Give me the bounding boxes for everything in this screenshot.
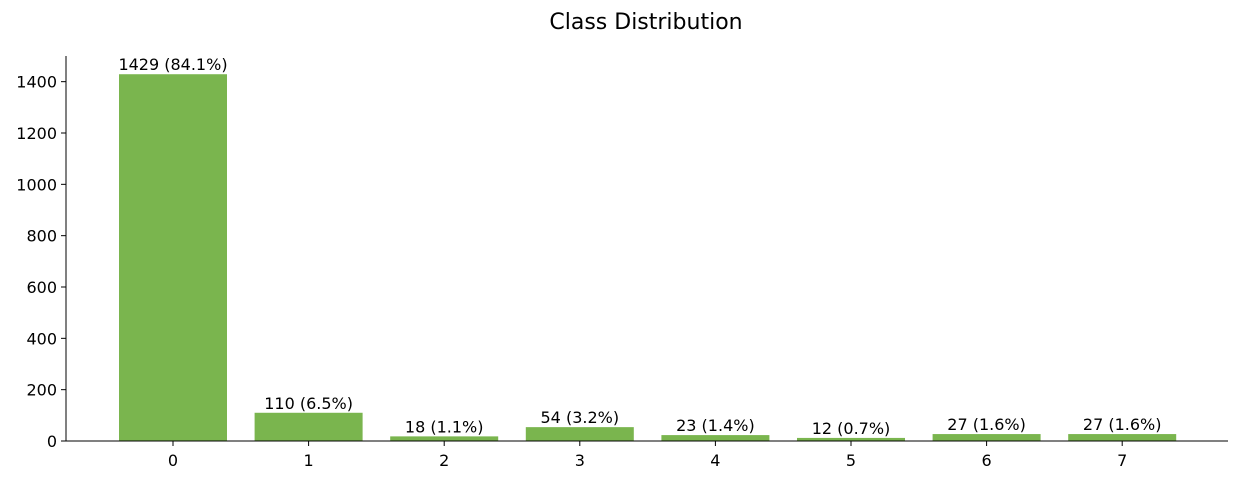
y-axis-ticks: 0 200 400 600 800 1000 1200 1400 [16, 73, 66, 451]
y-tick-label: 200 [26, 381, 57, 400]
bar-value-label: 12 (0.7%) [812, 419, 891, 438]
bar-class-2 [390, 436, 499, 441]
y-tick-label: 1000 [16, 175, 57, 194]
x-tick-label: 0 [168, 451, 178, 470]
bar-value-label: 23 (1.4%) [676, 416, 755, 435]
bar-class-6 [932, 434, 1041, 441]
x-tick-label: 4 [710, 451, 720, 470]
bar-value-label: 27 (1.6%) [947, 415, 1026, 434]
bar-class-7 [1068, 434, 1177, 441]
bar-value-label: 110 (6.5%) [264, 394, 353, 413]
x-tick-label: 6 [982, 451, 992, 470]
chart-title: Class Distribution [549, 10, 742, 35]
bar-value-label: 27 (1.6%) [1083, 415, 1162, 434]
y-tick-label: 600 [26, 278, 57, 297]
x-axis-ticks: 0 1 2 3 4 5 6 7 [168, 441, 1127, 470]
y-tick-label: 1400 [16, 73, 57, 92]
bars-group [119, 74, 1177, 442]
bar-class-3 [525, 427, 634, 441]
y-tick-label: 400 [26, 329, 57, 348]
x-tick-label: 5 [846, 451, 856, 470]
bar-class-0 [119, 74, 227, 442]
x-tick-label: 2 [439, 451, 449, 470]
bar-value-label: 1429 (84.1%) [118, 55, 227, 74]
x-tick-label: 3 [575, 451, 585, 470]
y-tick-label: 800 [26, 227, 57, 246]
bar-value-label: 18 (1.1%) [405, 417, 484, 436]
bar-labels-group: 1429 (84.1%) 110 (6.5%) 18 (1.1%) 54 (3.2%)… [118, 55, 1161, 438]
bar-class-5 [797, 437, 905, 441]
x-tick-label: 7 [1117, 451, 1127, 470]
bar-class-4 [661, 435, 770, 441]
bar-value-label: 54 (3.2%) [541, 408, 620, 427]
y-tick-label: 0 [47, 432, 57, 451]
bar-class-1 [254, 412, 363, 441]
x-tick-label: 1 [304, 451, 314, 470]
y-tick-label: 1200 [16, 124, 57, 143]
